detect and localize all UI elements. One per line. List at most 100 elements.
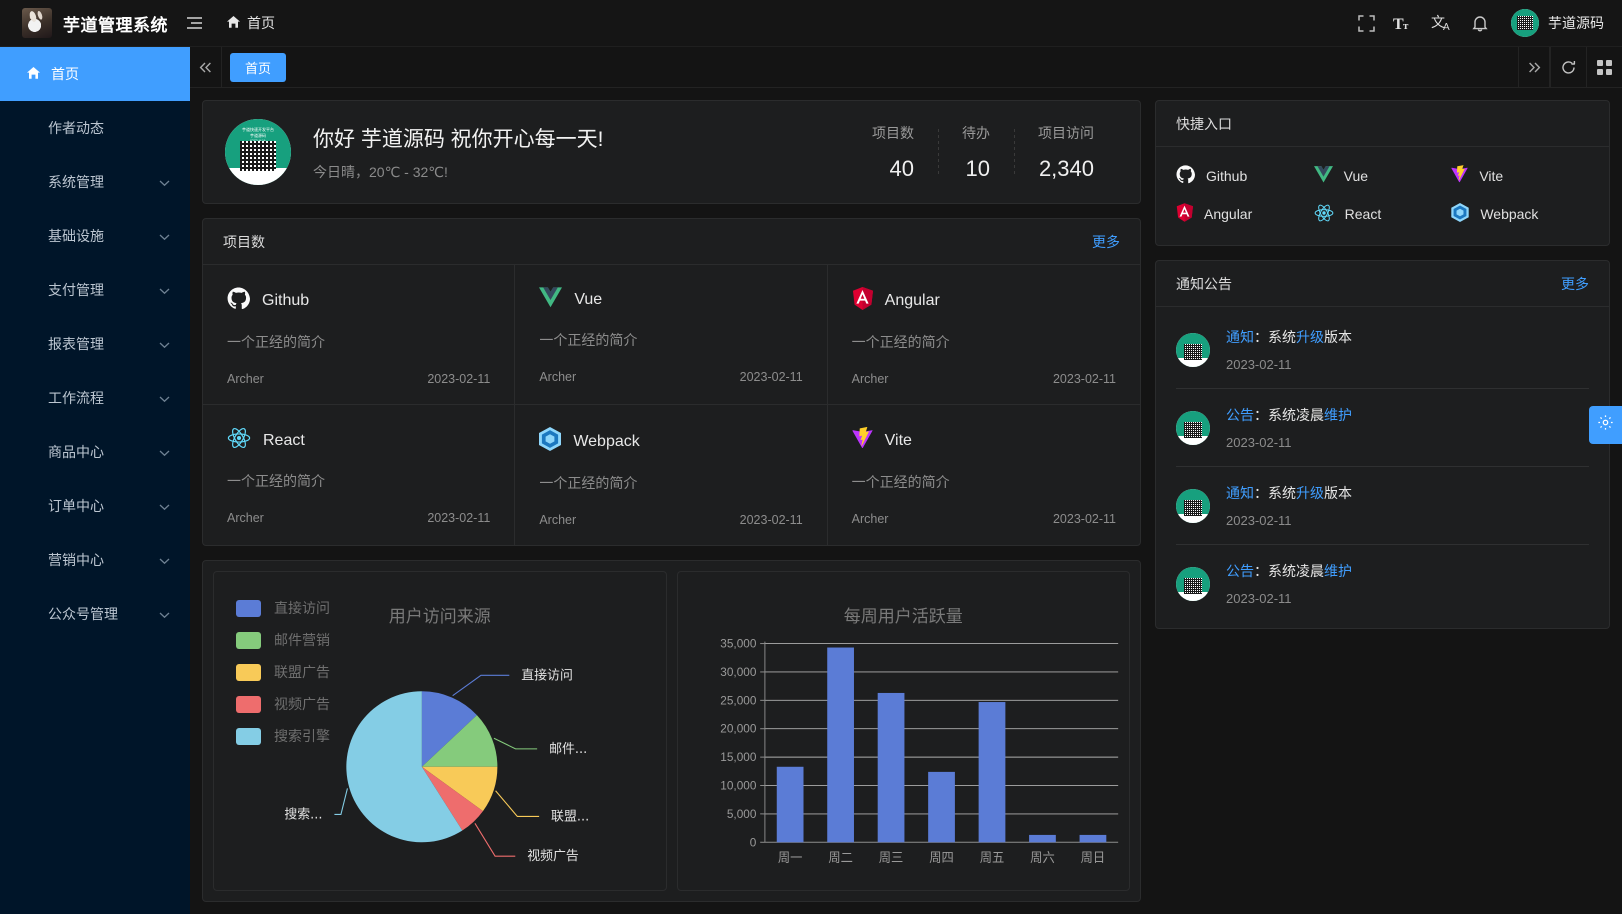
svg-text:25,000: 25,000 — [720, 693, 756, 707]
legend-item[interactable]: 邮件营销 — [236, 630, 330, 650]
project-card-react[interactable]: React 一个正经的简介 Archer 2023-02-11 — [203, 405, 516, 545]
sidebar-item-label: 首页 — [51, 66, 79, 82]
stat-label: 待办 — [962, 124, 990, 141]
breadcrumb[interactable]: 首页 — [212, 13, 275, 33]
sidebar-item-label: 基础设施 — [48, 228, 104, 244]
notice-pre: 系统 — [1268, 329, 1296, 345]
project-card-angular[interactable]: Angular 一个正经的简介 Archer 2023-02-11 — [827, 265, 1140, 405]
project-title-row: React — [227, 427, 490, 454]
sidebar-item-product-center[interactable]: 商品中心 — [0, 425, 190, 479]
panel-title: 通知公告 — [1176, 275, 1232, 292]
qr-avatar-icon — [1176, 566, 1210, 601]
svg-text:周一: 周一 — [777, 850, 802, 865]
sidebar-item-report-management[interactable]: 报表管理 — [0, 317, 190, 371]
content-area: 首页 — [190, 47, 1622, 914]
svg-text:周日: 周日 — [1080, 850, 1105, 865]
user-menu[interactable]: 芋道源码 — [1499, 9, 1608, 37]
translate-icon[interactable]: 文 A — [1423, 0, 1461, 47]
sidebar-item-payment-management[interactable]: 支付管理 — [0, 263, 190, 317]
quick-access-header: 快捷入口 — [1156, 101, 1609, 147]
quick-link-github[interactable]: Github — [1176, 165, 1314, 187]
stat-todo: 待办 10 — [938, 123, 1014, 182]
sidebar-item-home[interactable]: 首页 — [0, 47, 190, 101]
tab-home[interactable]: 首页 — [230, 52, 287, 82]
legend-label: 搜索引擎 — [274, 728, 330, 744]
brand[interactable]: 芋道管理系统 — [0, 8, 176, 38]
legend-label: 联盟广告 — [274, 664, 330, 680]
stat-value: 10 — [965, 155, 990, 181]
project-card-webpack[interactable]: Webpack 一个正经的简介 Archer 2023-02-11 — [515, 405, 828, 545]
notice-sep: ： — [1254, 329, 1268, 345]
sidebar-item-order-center[interactable]: 订单中心 — [0, 479, 190, 533]
bar-chart-canvas[interactable]: 0 5,000 10,000 15,000 20,000 25,000 30,000 35,0… — [678, 572, 1130, 890]
notice-item[interactable]: 通知：系统升级版本 2023-02-11 — [1176, 311, 1589, 389]
project-meta: Archer 2023-02-11 — [539, 370, 802, 384]
notice-sep: ： — [1254, 407, 1268, 423]
legend-item[interactable]: 搜索引擎 — [236, 726, 330, 746]
settings-fab-button[interactable] — [1589, 406, 1622, 444]
sidebar-item-author-news[interactable]: 作者动态 — [0, 101, 190, 155]
notice-text: 通知：系统升级版本 2023-02-11 — [1226, 327, 1589, 372]
legend-label: 视频广告 — [274, 696, 330, 712]
brand-title: 芋道管理系统 — [63, 15, 168, 35]
quick-link-label: Angular — [1204, 206, 1253, 222]
notice-highlight: 升级 — [1296, 329, 1324, 345]
dashboard-main: 芋道快速开发平台芋道源码扫码关注 你好 芋道源码 祝你开心每一天! 今日晴，20… — [190, 88, 1622, 914]
legend-swatch — [236, 663, 261, 681]
projects-more-link[interactable]: 更多 — [1092, 233, 1120, 250]
svg-text:5,000: 5,000 — [726, 807, 756, 821]
quick-link-vite[interactable]: Vite — [1451, 164, 1589, 187]
notice-item[interactable]: 通知：系统升级版本 2023-02-11 — [1176, 467, 1589, 545]
legend-item[interactable]: 直接访问 — [236, 598, 330, 618]
font-size-icon[interactable]: T т — [1385, 0, 1423, 47]
chevron-double-left-icon[interactable] — [190, 47, 222, 87]
legend-item[interactable]: 视频广告 — [236, 694, 330, 714]
sidebar-item-infrastructure[interactable]: 基础设施 — [0, 209, 190, 263]
sidebar-item-marketing-center[interactable]: 营销中心 — [0, 533, 190, 587]
quick-link-label: Webpack — [1480, 206, 1539, 222]
sidebar-item-workflow[interactable]: 工作流程 — [0, 371, 190, 425]
github-icon — [227, 287, 250, 315]
project-title-row: Vue — [539, 287, 802, 313]
notice-item[interactable]: 公告：系统凌晨维护 2023-02-11 — [1176, 545, 1589, 622]
quick-link-react[interactable]: React — [1314, 203, 1452, 225]
notice-sep: ： — [1254, 485, 1268, 501]
svg-text:搜索...: 搜索... — [284, 807, 322, 822]
notice-title: 公告：系统凌晨维护 — [1226, 405, 1589, 425]
notice-date: 2023-02-11 — [1226, 513, 1292, 528]
grid-layout-icon[interactable] — [1586, 47, 1622, 87]
notice-text: 公告：系统凌晨维护 2023-02-11 — [1226, 405, 1589, 450]
project-desc: 一个正经的简介 — [227, 473, 325, 489]
project-date: 2023-02-11 — [739, 513, 803, 527]
quick-access-card: 快捷入口 Github — [1155, 100, 1610, 246]
quick-link-vue[interactable]: Vue — [1313, 165, 1452, 187]
notice-title: 通知：系统升级版本 — [1226, 327, 1589, 347]
menu-collapse-icon[interactable] — [176, 0, 212, 47]
project-card-vue[interactable]: Vue 一个正经的简介 Archer 2023-02-11 — [515, 265, 828, 405]
svg-text:邮件...: 邮件... — [549, 742, 587, 757]
svg-text:30,000: 30,000 — [720, 665, 756, 679]
react-icon — [1314, 204, 1334, 225]
quick-link-angular[interactable]: Angular — [1176, 203, 1314, 225]
fullscreen-icon[interactable] — [1347, 0, 1385, 47]
notice-item[interactable]: 公告：系统凌晨维护 2023-02-11 — [1176, 389, 1589, 467]
quick-link-webpack[interactable]: Webpack — [1451, 203, 1589, 225]
project-date: 2023-02-11 — [1052, 372, 1116, 386]
project-desc: 一个正经的简介 — [851, 334, 950, 350]
refresh-icon[interactable] — [1550, 47, 1586, 87]
legend-item[interactable]: 联盟广告 — [236, 662, 330, 682]
project-card-github[interactable]: Github 一个正经的简介 Archer 2023-02-11 — [203, 265, 516, 405]
chevron-down-icon — [159, 228, 170, 244]
notices-list: 通知：系统升级版本 2023-02-11 公告： — [1156, 307, 1609, 628]
bell-icon[interactable] — [1461, 0, 1499, 47]
notices-more-link[interactable]: 更多 — [1561, 275, 1589, 292]
sidebar-item-system-management[interactable]: 系统管理 — [0, 155, 190, 209]
project-meta: Archer 2023-02-11 — [227, 372, 490, 386]
pie-chart-canvas[interactable]: 直接访问邮件...联盟...视频广告搜索... — [214, 572, 666, 890]
quick-link-label: React — [1344, 206, 1382, 222]
project-card-vite[interactable]: Vite 一个正经的简介 Archer 2023-02-11 — [828, 405, 1140, 545]
chevron-double-right-icon[interactable] — [1518, 47, 1550, 87]
sidebar-item-official-account-management[interactable]: 公众号管理 — [0, 587, 190, 641]
chevron-down-icon — [159, 498, 170, 514]
